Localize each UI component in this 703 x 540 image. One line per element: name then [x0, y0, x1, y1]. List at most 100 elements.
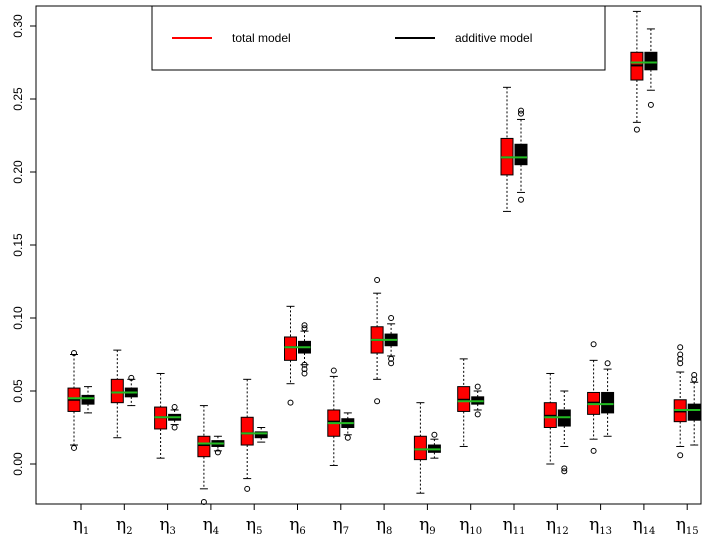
outlier-point — [604, 360, 611, 367]
box-total-model — [197, 435, 211, 458]
outlier-point — [590, 341, 597, 348]
y-tick-label: 0.30 — [11, 14, 25, 38]
outlier-point — [301, 322, 308, 329]
legend: total model additive model — [151, 5, 606, 71]
x-tick-label-subscript: 5 — [256, 526, 262, 537]
y-tick-label: 0.25 — [11, 87, 25, 111]
x-tick-label-base: η — [376, 515, 386, 535]
outlier-point — [301, 370, 308, 377]
x-tick-label: η4 — [203, 515, 220, 537]
x-tick-label-base: η — [73, 515, 83, 535]
outlier-point — [301, 325, 308, 332]
x-tick-label-subscript: 8 — [386, 526, 392, 537]
outlier-point — [474, 411, 481, 418]
outlier-point — [474, 383, 481, 390]
outlier-point — [518, 107, 524, 114]
outlier-point — [71, 350, 77, 357]
x-tick-label-subscript: 2 — [126, 526, 132, 537]
x-tick-label-base: η — [116, 515, 126, 535]
outlier-point — [244, 485, 251, 492]
plot-frame — [35, 5, 702, 505]
x-tick-label: η13 — [589, 515, 612, 537]
outlier-point — [374, 277, 381, 284]
outlier-point — [171, 404, 178, 411]
x-tick-label: η11 — [503, 515, 526, 537]
x-tick-label-base: η — [546, 515, 556, 535]
y-axis: 0.00 0.05 0.10 0.15 0.20 0.25 0.30 — [11, 14, 36, 476]
x-tick-label-base: η — [632, 515, 642, 535]
x-tick-label: η5 — [246, 515, 263, 537]
x-tick-label-base: η — [503, 515, 513, 535]
x-tick-label-subscript: 11 — [513, 526, 526, 537]
outlier-point — [677, 355, 684, 362]
outlier-point — [200, 498, 207, 505]
x-tick-label: η8 — [376, 515, 393, 537]
x-tick-label-subscript: 7 — [343, 526, 349, 537]
box-group — [67, 10, 701, 505]
outlier-point — [301, 366, 308, 373]
x-tick-label: η6 — [289, 515, 306, 537]
outlier-point — [128, 374, 135, 381]
x-tick-label-subscript: 6 — [299, 526, 305, 537]
x-tick-label-base: η — [159, 515, 169, 535]
outlier-point — [590, 447, 597, 454]
x-tick-label: η2 — [116, 515, 133, 537]
legend-box — [151, 5, 606, 71]
x-tick-label: η7 — [333, 515, 350, 537]
legend-label-additive-model: additive model — [455, 31, 532, 45]
outlier-point — [647, 101, 654, 108]
outlier-point — [171, 424, 178, 431]
x-axis: η1 η2 η3 η4 η5 η6 η7 η8 η9 η10 η11 η12 η13 η14 η15 — [73, 504, 699, 537]
outlier-point — [691, 376, 698, 383]
x-tick-label: η1 — [73, 515, 90, 537]
outlier-point — [344, 434, 351, 441]
x-tick-label: η14 — [632, 515, 655, 537]
x-tick-label-base: η — [676, 515, 686, 535]
outlier-point — [301, 361, 308, 368]
x-tick-label: η12 — [546, 515, 569, 537]
y-tick-label: 0.15 — [11, 233, 25, 257]
x-tick-label-subscript: 10 — [469, 526, 482, 537]
x-tick-label-base: η — [246, 515, 256, 535]
x-tick-label-subscript: 9 — [429, 526, 435, 537]
box-total-model — [284, 336, 297, 361]
x-tick-label-subscript: 3 — [170, 526, 176, 537]
legend-label-total-model: total model — [232, 31, 291, 45]
outlier-point — [330, 367, 337, 374]
outlier-point — [677, 344, 684, 351]
x-tick-label-base: η — [589, 515, 599, 535]
outlier-point — [388, 355, 395, 362]
outlier-point — [633, 126, 640, 133]
x-tick-label: η15 — [676, 515, 699, 537]
outlier-point — [388, 315, 395, 321]
x-tick-label-subscript: 1 — [83, 526, 89, 537]
x-tick-label-base: η — [419, 515, 429, 535]
outlier-point — [677, 351, 684, 358]
x-tick-label: η3 — [159, 515, 176, 537]
x-tick-label-base: η — [333, 515, 343, 535]
outlier-point — [214, 449, 221, 456]
box-total-model — [240, 416, 254, 446]
y-tick-label: 0.10 — [11, 306, 25, 330]
outlier-point — [518, 110, 524, 117]
outlier-point — [691, 371, 698, 378]
x-tick-label: η9 — [419, 515, 436, 537]
x-tick-label-base: η — [203, 515, 213, 535]
outlier-point — [677, 360, 684, 367]
x-tick-label-subscript: 13 — [599, 526, 612, 537]
box-additive-model — [644, 51, 658, 71]
outlier-point — [388, 360, 395, 367]
box-additive-model — [514, 143, 528, 166]
y-tick-label: 0.00 — [11, 452, 25, 476]
y-tick-label: 0.20 — [11, 160, 25, 184]
x-tick-label-base: η — [459, 515, 469, 535]
x-tick-label-subscript: 15 — [686, 526, 699, 537]
box-total-model — [413, 435, 427, 461]
outlier-point — [374, 398, 381, 405]
x-tick-label-subscript: 4 — [213, 526, 219, 537]
x-tick-label-subscript: 14 — [643, 526, 656, 537]
outlier-point — [431, 431, 438, 438]
x-tick-label-base: η — [289, 515, 299, 535]
y-tick-label: 0.05 — [11, 379, 25, 403]
